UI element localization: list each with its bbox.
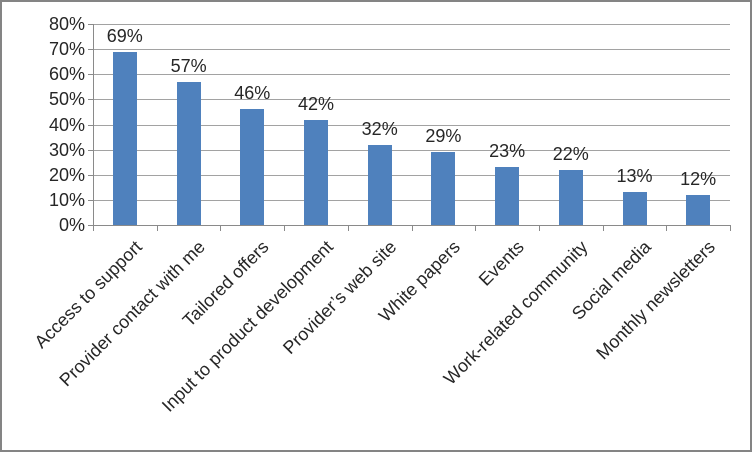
x-axis-tick <box>156 226 158 231</box>
gridline <box>93 124 730 126</box>
bar <box>622 192 647 225</box>
y-axis-tick <box>88 24 93 25</box>
y-axis-tick <box>88 149 93 151</box>
y-axis-tick-label: 60% <box>48 64 85 85</box>
gridline <box>93 199 730 201</box>
y-axis-tick <box>88 49 93 51</box>
y-axis-tick-label: 0% <box>58 215 85 235</box>
bar-value-label: 32% <box>361 118 398 139</box>
category-label: Access to support <box>30 236 146 353</box>
x-axis-tick <box>347 226 349 231</box>
bar <box>240 109 265 225</box>
category-label: Provider’s web site <box>279 236 401 358</box>
category-label: Monthly newsletters <box>592 236 719 364</box>
gridline <box>93 74 730 76</box>
y-axis-tick-label: 30% <box>48 139 85 160</box>
bar <box>686 194 711 225</box>
x-axis-tick <box>538 226 540 231</box>
bar-value-label: 22% <box>552 143 589 164</box>
bar <box>367 144 392 225</box>
y-axis-tick-label: 10% <box>48 189 85 210</box>
x-axis-tick <box>411 226 413 231</box>
x-axis-tick <box>284 226 286 231</box>
gridline <box>93 24 730 25</box>
bar <box>304 119 328 225</box>
bar <box>495 167 520 225</box>
y-axis-tick <box>88 199 93 201</box>
y-axis-tick <box>88 174 93 176</box>
y-axis-tick <box>88 99 93 101</box>
gridline <box>93 99 730 101</box>
x-axis-tick <box>475 226 477 231</box>
x-axis-tick <box>666 226 668 231</box>
y-axis-tick-label: 80% <box>48 14 85 34</box>
gridline <box>93 49 730 51</box>
gridline <box>93 174 730 176</box>
x-axis-tick <box>602 226 604 231</box>
y-axis-tick-label: 50% <box>48 89 85 110</box>
bar-value-label: 13% <box>616 166 653 187</box>
bar <box>558 169 583 225</box>
bar <box>431 152 456 225</box>
gridline <box>93 149 730 151</box>
y-axis-tick <box>88 124 93 126</box>
bar-value-label: 29% <box>425 126 462 147</box>
y-axis-tick-label: 40% <box>48 114 85 135</box>
bar-value-label: 69% <box>106 25 143 46</box>
x-axis-tick <box>220 226 222 231</box>
bar <box>176 81 201 225</box>
y-axis-tick-label: 20% <box>48 164 85 185</box>
x-axis-tick <box>93 226 94 231</box>
category-label: Events <box>474 236 528 290</box>
bar-value-label: 23% <box>489 141 526 162</box>
bar-value-label: 12% <box>680 168 717 189</box>
y-axis-tick-label: 70% <box>48 39 85 60</box>
y-axis-tick <box>88 225 93 226</box>
bar-value-label: 46% <box>234 83 271 104</box>
x-axis-tick <box>730 226 731 231</box>
bar-value-label: 57% <box>170 55 207 76</box>
x-axis-line <box>93 225 731 226</box>
bar-value-label: 42% <box>297 93 335 114</box>
bar <box>112 51 137 225</box>
y-axis-tick <box>88 74 93 76</box>
y-axis-line <box>93 24 94 225</box>
